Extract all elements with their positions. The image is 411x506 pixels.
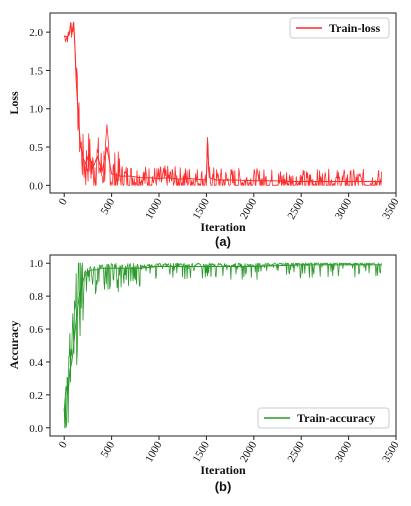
x-tick-label: 0 [57, 439, 70, 450]
x-tick-label: 1500 [191, 196, 213, 221]
x-tick-label: 500 [99, 439, 118, 460]
train-loss-line [64, 21, 382, 182]
x-tick-label: 0 [57, 196, 70, 207]
accuracy-plot-frame [49, 254, 397, 437]
accuracy-chart: 0 500 1000 1500 2000 2500 3000 3500 0.0 0.2 0.4 0.6… [7, 254, 402, 494]
loss-chart: 0 500 1000 1500 2000 2500 3000 3500 0.0 0.5 1.0 1.5… [7, 12, 402, 249]
x-tick-label: 2000 [238, 196, 260, 221]
loss-y-axis-title: Loss [7, 91, 21, 115]
accuracy-legend: Train-accuracy [257, 407, 390, 429]
y-tick-label: 0.0 [29, 180, 43, 192]
loss-legend-label: Train-loss [329, 21, 380, 35]
y-tick-label: 0.2 [29, 390, 43, 402]
x-tick-label: 2000 [238, 439, 260, 464]
y-tick-label: 2.0 [29, 27, 43, 39]
y-tick-label: 0.5 [29, 142, 43, 154]
x-tick-label: 3000 [333, 196, 355, 221]
accuracy-x-axis-title: Iteration [200, 463, 246, 477]
y-tick-label: 0.8 [29, 291, 43, 303]
x-tick-label: 2500 [285, 439, 307, 464]
accuracy-legend-label: Train-accuracy [297, 411, 375, 425]
y-tick-label: 0.6 [29, 324, 43, 336]
x-tick-label: 1500 [191, 439, 213, 464]
y-tick-label: 1.0 [29, 104, 43, 116]
x-tick-label: 500 [99, 196, 118, 217]
train-accuracy-noise [63, 262, 382, 429]
accuracy-axis-ticks: 0 500 1000 1500 2000 2500 3000 3500 0.0 0.2 0.4 0.6… [29, 258, 402, 464]
noise-line [63, 22, 382, 186]
train-loss-noise [63, 22, 382, 186]
accuracy-legend-box [257, 407, 390, 429]
x-tick-label: 3000 [333, 439, 355, 464]
loss-legend: Train-loss [289, 17, 390, 39]
y-tick-label: 1.0 [29, 258, 43, 270]
noise-line [63, 262, 382, 429]
loss-x-axis-title: Iteration [200, 220, 246, 234]
accuracy-y-axis-title: Accuracy [7, 321, 21, 370]
loss-axis-ticks: 0 500 1000 1500 2000 2500 3000 3500 0.0 0.5 1.0 1.5… [29, 27, 402, 221]
x-tick-label: 3500 [380, 196, 402, 221]
x-tick-label: 1000 [143, 439, 165, 464]
y-tick-label: 0.0 [29, 423, 43, 435]
x-tick-label: 2500 [285, 196, 307, 221]
accuracy-panel-caption: (b) [215, 479, 232, 494]
loss-panel-caption: (a) [215, 234, 231, 249]
y-tick-label: 0.4 [29, 357, 43, 369]
train-accuracy-line [63, 264, 382, 412]
loss-legend-box [289, 17, 390, 39]
loss-plot-frame [49, 12, 397, 194]
x-tick-label: 1000 [143, 196, 165, 221]
x-tick-label: 3500 [380, 439, 402, 464]
y-tick-label: 1.5 [29, 65, 43, 77]
